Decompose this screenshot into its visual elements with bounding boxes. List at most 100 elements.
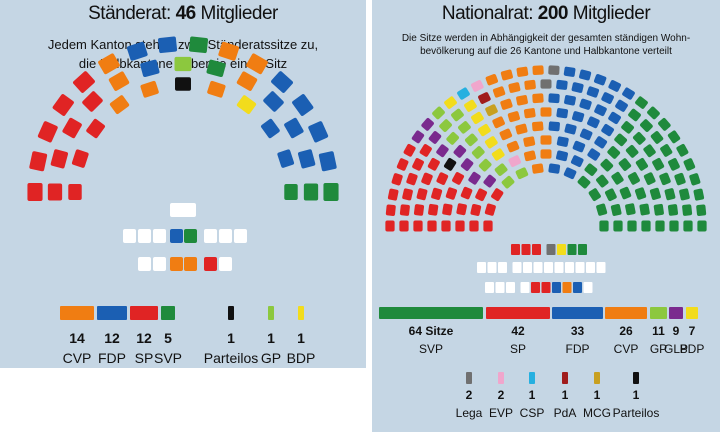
staenderat-seat (284, 184, 298, 200)
legend-label-sp: SP (134, 350, 154, 366)
nationalrat-seat (495, 282, 505, 293)
nationalrat-seat (647, 106, 660, 120)
staenderat-seat (138, 257, 151, 271)
staenderat-seat (184, 229, 197, 243)
nationalrat-seat (478, 92, 491, 104)
nationalrat-seat (674, 172, 686, 186)
nationalrat-seat (593, 74, 607, 86)
nationalrat-seat (506, 282, 515, 293)
nationalrat-seat (532, 93, 544, 104)
staenderat-seat (68, 184, 82, 200)
nationalrat-seat (436, 172, 449, 185)
nationalrat-seat (540, 79, 552, 89)
staenderat-seat (246, 53, 268, 75)
nationalrat-seat (451, 108, 464, 122)
staenderat-seat (86, 118, 105, 139)
staenderat-seat (140, 80, 159, 98)
nationalrat-seat (594, 136, 608, 149)
legend-label-mcg: MCG (583, 406, 611, 420)
legend-value-csp: 1 (528, 388, 536, 402)
nationalrat-seat (421, 172, 433, 186)
nationalrat-seat (500, 69, 513, 81)
nationalrat-seat (655, 220, 665, 232)
nationalrat-seat (458, 121, 471, 134)
nationalrat-seat (515, 167, 529, 180)
legend-label-fdp: FDP (565, 342, 590, 356)
legend-label-pda: PdA (553, 406, 577, 420)
nationalrat-seat (575, 262, 585, 273)
nationalrat-seat (615, 99, 628, 112)
staenderat-seat (175, 77, 191, 91)
legend-value-lega: 2 (465, 388, 473, 402)
nationalrat-seat (523, 150, 536, 162)
legend-bar-bdp (686, 307, 698, 319)
legend-bar-sp (486, 307, 550, 319)
nationalrat-title: Nationalrat: 200 Mitglieder (441, 3, 651, 24)
legend-bar-svp (161, 306, 175, 320)
nationalrat-seat (556, 136, 569, 147)
nationalrat-seat (385, 220, 395, 232)
nationalrat-seat (512, 262, 522, 273)
staenderat-seat (174, 56, 192, 72)
nationalrat-seat (628, 108, 641, 122)
nationalrat-seat (444, 158, 457, 171)
nationalrat-seat (471, 111, 484, 125)
legend-bar-pda (562, 372, 568, 384)
nationalrat-chart (379, 65, 707, 384)
legend-label-lega: Lega (455, 406, 483, 420)
nationalrat-seat (697, 220, 707, 232)
nationalrat-seat (600, 158, 614, 172)
nationalrat-seat (391, 173, 403, 186)
staenderat-seat (204, 229, 217, 243)
nationalrat-seat (583, 282, 593, 293)
nationalrat-seat (541, 282, 551, 293)
nationalrat-seat (572, 140, 586, 153)
legend-value-svp: 64 Sitze (408, 324, 454, 338)
nationalrat-seat (641, 220, 651, 232)
nationalrat-seat (445, 187, 458, 200)
nationalrat-seat (446, 132, 459, 145)
nationalrat-seat (464, 99, 477, 112)
nationalrat-seat (523, 136, 536, 147)
staenderat-title: Ständerat: 46 Mitglieder (88, 3, 278, 24)
nationalrat-seat (531, 163, 544, 174)
legend-label-evp: EVP (488, 406, 513, 420)
nationalrat-seat (622, 87, 635, 100)
nationalrat-seat (406, 172, 418, 186)
nationalrat-seat (508, 82, 521, 93)
legend-label-svp: SVP (418, 342, 443, 356)
nationalrat-seat (494, 163, 508, 176)
staenderat-seat (52, 94, 74, 116)
nationalrat-seat (556, 108, 569, 119)
nationalrat-seat (483, 220, 493, 232)
nationalrat-seat (610, 203, 622, 216)
staenderat-seat (236, 95, 257, 114)
staenderat-seat (219, 229, 232, 243)
staenderat-seat (27, 183, 43, 201)
nationalrat-seat (403, 143, 416, 157)
nationalrat-seat (554, 262, 564, 273)
nationalrat-seat (413, 220, 423, 232)
nationalrat-seat (416, 188, 428, 201)
legend-value-cvp: 14 (69, 330, 85, 346)
nationalrat-seat (643, 172, 656, 185)
nationalrat-seat (594, 104, 607, 117)
legend-value-pda: 1 (561, 388, 569, 402)
nationalrat-seat (596, 174, 609, 188)
nationalrat-seat (625, 203, 636, 216)
nationalrat-seat (428, 203, 439, 216)
nationalrat-seat (501, 175, 515, 189)
nationalrat-seat (524, 79, 536, 90)
nationalrat-seat (533, 262, 543, 273)
nationalrat-seat (556, 79, 568, 90)
nationalrat-seat (428, 131, 442, 144)
staenderat-seat (219, 257, 232, 271)
legend-bar-csp (529, 372, 535, 384)
nationalrat-seat (546, 244, 556, 255)
nationalrat-seat (653, 203, 664, 216)
legend-label-gp: GP (649, 342, 668, 356)
nationalrat-seat (471, 146, 485, 159)
nationalrat-seat (548, 93, 560, 104)
nationalrat-seat (557, 244, 566, 255)
nationalrat-seat (431, 187, 443, 200)
